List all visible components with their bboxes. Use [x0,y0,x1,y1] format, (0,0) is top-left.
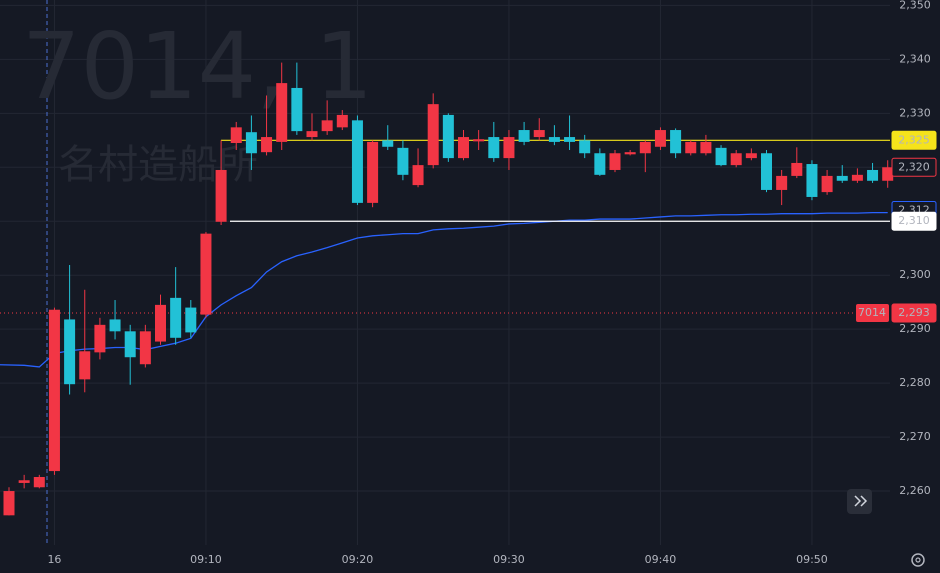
y-tick-label: 2,260 [899,484,931,497]
price-tag-label: 2,293 [898,306,930,319]
candle-body [261,137,273,153]
candle-body [170,297,182,338]
candle-body [18,480,30,483]
y-tick-label: 2,270 [899,430,931,443]
candle-body [700,141,712,154]
candle-body [548,137,560,142]
x-tick-label: 09:10 [190,553,222,566]
average-line [0,211,888,368]
candle-body [276,83,288,142]
candle-body [867,169,879,181]
candle-body [367,141,379,203]
candle-body [94,324,106,353]
x-tick-label: 09:20 [342,553,374,566]
candle-body [33,477,45,488]
candle-body [806,164,818,197]
candle-body [245,132,257,154]
candle-body [306,131,318,138]
candle-body [745,153,757,159]
candle-body [79,351,91,380]
candle-body [200,233,212,315]
candle-body [397,147,409,175]
price-tag [891,303,937,323]
y-tick-label: 2,280 [899,376,931,389]
candle-body [836,175,848,181]
candle-body [427,104,439,166]
candle-body [882,167,894,181]
candle-body [851,174,863,181]
y-tick-label: 2,330 [899,106,931,119]
price-tag [891,157,937,177]
candle-body [503,137,515,159]
candle-body [579,140,591,154]
candle-body [518,130,530,142]
y-tick-label: 2,340 [899,52,931,65]
price-tag-label: 2,310 [898,214,930,227]
x-tick-label: 09:40 [645,553,677,566]
candle-body [139,331,151,365]
candle-body [64,319,76,385]
candle-body [776,175,788,190]
candle-body [730,153,742,166]
candle-body [291,87,303,132]
candle-body [639,141,651,154]
x-tick-label: 09:30 [493,553,525,566]
x-tick-label: 16 [47,553,61,566]
candle-body [609,153,621,170]
watermark-symbol: 7014, 1 [22,13,373,120]
axis: 2,260 2,270 2,280 2,290 2,300 2,310 2,320 2,330… [47,0,937,566]
price-tag [891,130,937,150]
price-tag [891,211,937,231]
candle-body [821,175,833,193]
candle-body [624,152,636,155]
candle-body [321,120,333,132]
candle-body [412,165,424,186]
price-tag-label: 2,325 [898,133,930,146]
candle-body [230,127,242,143]
candle-body [685,141,697,154]
candle-body [488,137,500,159]
candle-body [654,130,666,147]
candle-body [185,307,197,333]
candle-body [761,153,772,190]
candle-body [155,304,166,342]
candle-body [382,140,394,147]
candle-body [564,137,576,142]
plot [0,62,894,516]
price-tag-label: 2,320 [898,160,930,173]
candle-body [458,137,469,159]
settings-button[interactable] [911,553,925,567]
candle-body [715,147,727,166]
candle-body [533,130,545,138]
y-tick-label: 2,300 [899,268,931,281]
y-tick-label: 2,350 [899,0,931,11]
candle-body [351,120,363,203]
candle-body [473,139,485,142]
candle-body [791,162,803,176]
watermark-name: 名村造船所 [58,142,258,188]
candle-body [48,309,60,472]
x-tick-label: 09:50 [796,553,828,566]
scroll-button[interactable] [847,489,872,514]
candle-body [215,169,227,222]
y-tick-label: 2,290 [899,322,931,335]
symbol-tag [856,303,889,322]
candle-body [124,331,136,358]
symbol-tag-label: 7014 [858,306,886,319]
candle-body [3,491,15,516]
candle-body [442,114,454,159]
candle-body [670,130,682,154]
candle-body [336,114,348,128]
candle-body [109,319,121,332]
candle-body [594,153,606,175]
